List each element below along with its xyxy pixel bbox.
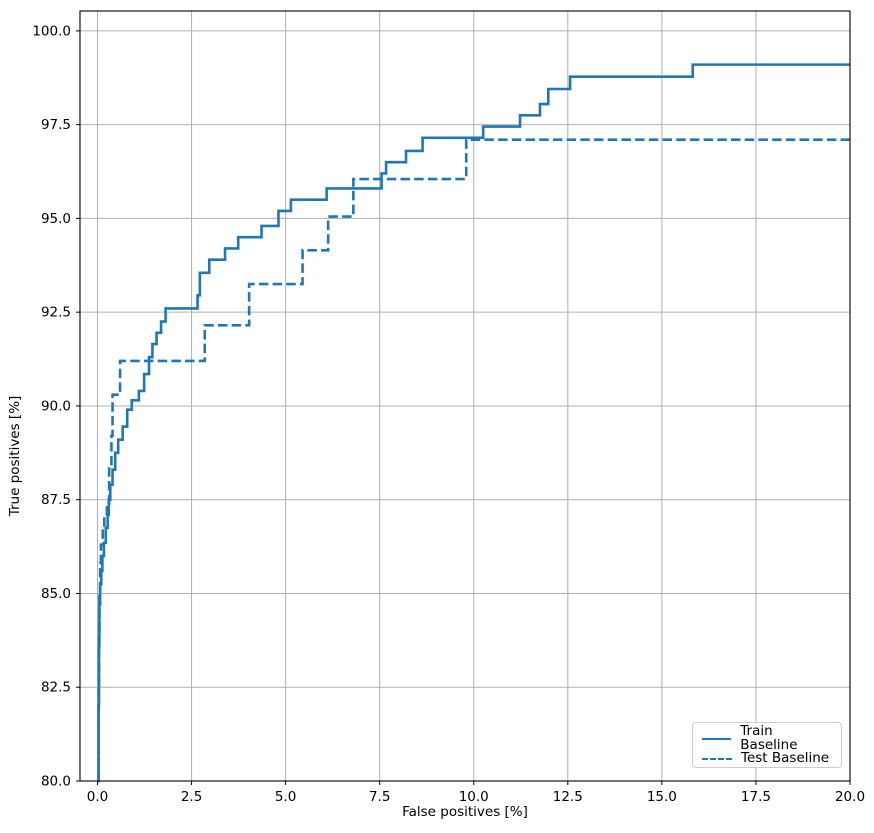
y-tick-label: 87.5: [41, 492, 71, 508]
x-tick-label: 10.0: [459, 789, 489, 805]
plot-border: [79, 10, 851, 782]
x-tick-label: 7.5: [369, 789, 390, 805]
y-tick-label: 92.5: [41, 305, 71, 321]
y-tick-label: 100.0: [32, 23, 71, 39]
y-tick-label: 97.5: [41, 117, 71, 133]
y-axis-label: True positives [%]: [7, 395, 23, 517]
x-tick-label: 5.0: [275, 789, 296, 805]
y-tick-label: 82.5: [41, 680, 71, 696]
x-tick-label: 15.0: [647, 789, 677, 805]
x-tick-label: 17.5: [741, 789, 771, 805]
legend-entry-test: Test Baseline: [702, 750, 832, 766]
legend: Train Baseline Test Baseline: [692, 722, 842, 768]
x-tick-label: 20.0: [835, 789, 865, 805]
x-tick-label: 0.0: [87, 789, 108, 805]
x-tick-label: 12.5: [553, 789, 583, 805]
y-tick-label: 95.0: [41, 211, 71, 227]
x-tick-label: 2.5: [181, 789, 202, 805]
legend-label-test: Test Baseline: [741, 750, 830, 766]
series-group: [97, 63, 850, 783]
tick-marks: [76, 30, 851, 785]
legend-label-train: Train Baseline: [740, 723, 798, 753]
grid-lines: [80, 11, 851, 782]
test-line-sample-icon: [702, 757, 732, 760]
legend-entry-train: Train Baseline: [702, 723, 832, 753]
y-tick-label: 85.0: [41, 586, 71, 602]
y-tick-label: 80.0: [41, 774, 71, 790]
tick-labels: 0.0 2.5 5.0 7.5 10.0 12.5 15.0 17.5 20.0 80.0 82.5…: [32, 23, 865, 805]
train-baseline-line: [97, 63, 850, 783]
train-line-sample-icon: [702, 737, 732, 740]
y-tick-label: 90.0: [41, 398, 71, 414]
x-axis-label: False positives [%]: [402, 804, 528, 820]
test-baseline-line: [97, 138, 850, 783]
